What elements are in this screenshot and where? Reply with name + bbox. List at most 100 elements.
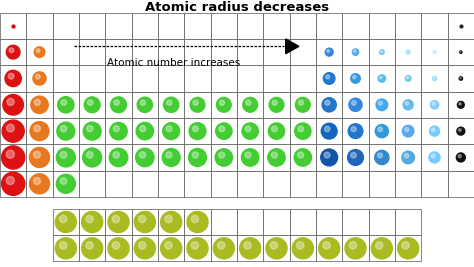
Bar <box>0 39 27 65</box>
Circle shape <box>402 151 414 164</box>
Bar <box>184 209 210 235</box>
Bar <box>184 92 210 118</box>
Bar <box>53 92 79 118</box>
Circle shape <box>161 238 182 259</box>
Circle shape <box>324 152 330 158</box>
Bar <box>237 171 264 197</box>
Bar <box>264 209 290 235</box>
Circle shape <box>1 172 25 195</box>
Circle shape <box>458 155 461 158</box>
Circle shape <box>380 50 384 54</box>
Bar <box>447 144 474 171</box>
Bar <box>210 13 237 39</box>
Bar <box>79 144 105 171</box>
Circle shape <box>36 49 40 53</box>
Circle shape <box>139 152 146 158</box>
Circle shape <box>240 238 261 259</box>
Circle shape <box>402 125 414 137</box>
Bar <box>369 65 395 92</box>
Circle shape <box>457 101 464 108</box>
Bar <box>105 209 132 235</box>
Circle shape <box>405 102 409 105</box>
Circle shape <box>192 152 199 158</box>
Bar <box>53 144 79 171</box>
Bar <box>395 209 421 235</box>
Circle shape <box>378 153 383 158</box>
Circle shape <box>347 150 364 165</box>
Circle shape <box>325 100 330 105</box>
Circle shape <box>30 122 49 141</box>
Circle shape <box>6 45 20 59</box>
Bar <box>132 118 158 144</box>
Circle shape <box>84 97 100 113</box>
Bar <box>421 92 447 118</box>
Circle shape <box>402 242 409 249</box>
Circle shape <box>406 50 410 54</box>
Circle shape <box>162 148 180 166</box>
Circle shape <box>34 151 40 158</box>
Circle shape <box>189 123 206 140</box>
Text: Atomic number increases: Atomic number increases <box>107 58 240 68</box>
Bar <box>369 209 395 235</box>
Bar <box>369 171 395 197</box>
Circle shape <box>270 242 278 249</box>
Circle shape <box>140 126 146 132</box>
Circle shape <box>266 238 287 259</box>
Circle shape <box>166 152 172 158</box>
Bar <box>264 65 290 92</box>
Bar <box>342 65 369 92</box>
Bar <box>421 118 447 144</box>
Bar <box>184 13 210 39</box>
Circle shape <box>216 123 232 139</box>
Bar <box>184 118 210 144</box>
Circle shape <box>242 123 258 139</box>
Bar <box>264 39 290 65</box>
Circle shape <box>110 97 127 113</box>
Bar <box>369 118 395 144</box>
Circle shape <box>161 211 182 233</box>
Circle shape <box>456 153 465 162</box>
Circle shape <box>353 76 356 79</box>
Bar <box>316 144 342 171</box>
Bar <box>184 65 210 92</box>
Bar <box>421 39 447 65</box>
Bar <box>447 92 474 118</box>
Circle shape <box>376 99 388 111</box>
Circle shape <box>351 152 356 158</box>
Bar <box>395 92 421 118</box>
Bar <box>0 65 27 92</box>
Circle shape <box>57 122 75 140</box>
Circle shape <box>189 148 207 166</box>
Circle shape <box>298 126 304 132</box>
Circle shape <box>8 73 14 79</box>
Bar <box>369 13 395 39</box>
Bar <box>316 13 342 39</box>
Circle shape <box>432 76 437 81</box>
Circle shape <box>345 238 366 259</box>
Circle shape <box>323 242 330 249</box>
Circle shape <box>56 174 75 193</box>
Circle shape <box>138 215 146 223</box>
Circle shape <box>138 242 146 249</box>
Bar <box>132 92 158 118</box>
Circle shape <box>434 51 435 52</box>
Bar <box>210 118 237 144</box>
Circle shape <box>166 126 172 132</box>
Bar <box>184 144 210 171</box>
Bar <box>395 171 421 197</box>
Circle shape <box>82 238 103 259</box>
Circle shape <box>459 77 463 80</box>
Polygon shape <box>286 39 299 54</box>
Bar <box>158 235 184 261</box>
Circle shape <box>460 51 461 52</box>
Circle shape <box>458 129 461 131</box>
Circle shape <box>187 238 208 259</box>
Circle shape <box>112 215 119 223</box>
Circle shape <box>113 126 119 132</box>
Bar <box>105 39 132 65</box>
Circle shape <box>60 151 67 158</box>
Bar <box>316 209 342 235</box>
Bar <box>395 13 421 39</box>
Circle shape <box>348 124 363 139</box>
Bar <box>132 39 158 65</box>
